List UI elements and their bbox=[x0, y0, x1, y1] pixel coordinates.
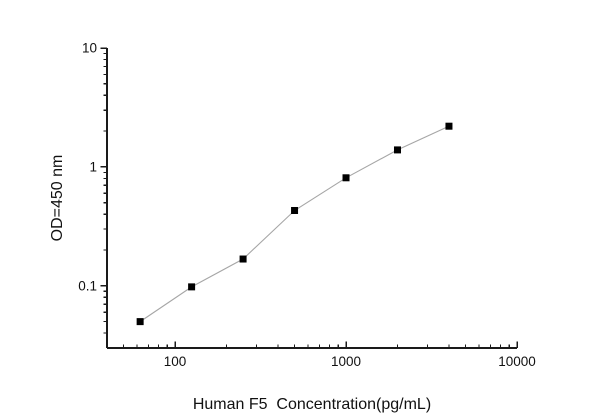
y-tick-label: 0.1 bbox=[78, 278, 97, 293]
y-tick-label: 10 bbox=[82, 41, 97, 56]
data-point-marker bbox=[239, 255, 247, 263]
y-tick-label: 1 bbox=[89, 159, 97, 174]
x-tick-label: 1000 bbox=[331, 354, 361, 369]
data-point-marker bbox=[136, 318, 144, 326]
x-axis-title: Human F5 Concentration(pg/mL) bbox=[193, 396, 431, 413]
data-point-marker bbox=[291, 206, 299, 214]
curve-line bbox=[139, 125, 450, 323]
data-point-marker bbox=[188, 283, 196, 291]
data-point-marker bbox=[393, 146, 401, 154]
plot-area: 100 1000 10000 0.1 1 10 bbox=[78, 41, 536, 370]
data-point-marker bbox=[342, 174, 350, 182]
x-tick-label: 100 bbox=[164, 354, 187, 369]
x-tick-label: 10000 bbox=[498, 354, 536, 369]
data-point-marker bbox=[445, 122, 453, 130]
y-axis-title: OD=450 nm bbox=[49, 155, 66, 242]
